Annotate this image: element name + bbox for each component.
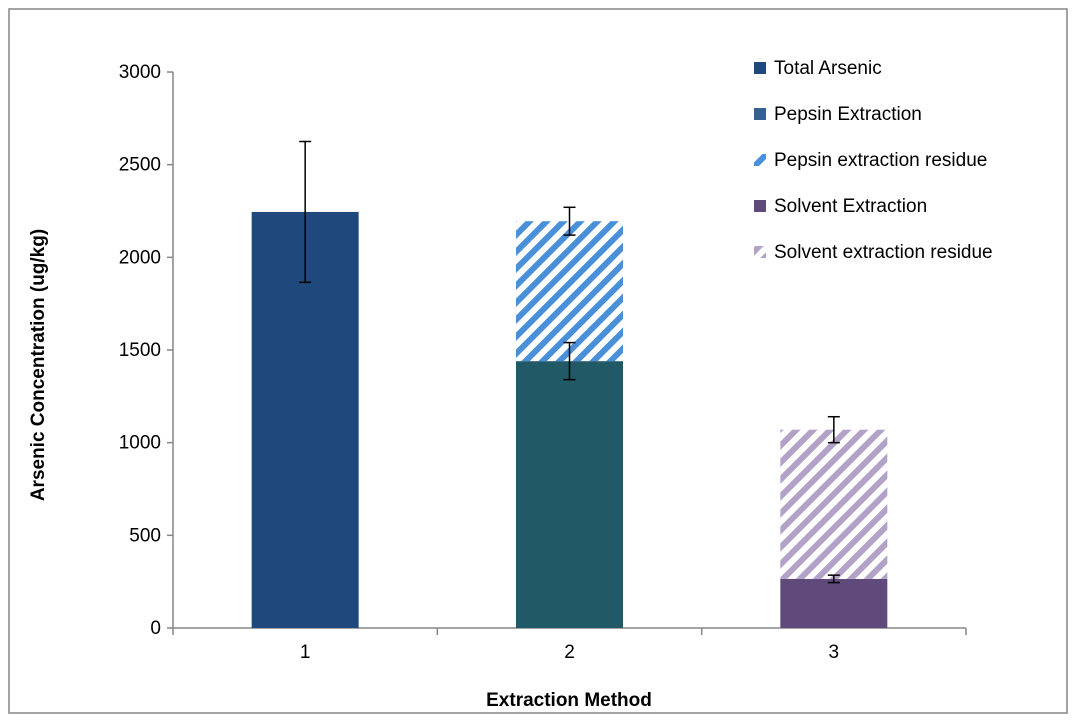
y-tick-label: 1000 — [119, 433, 161, 454]
y-tick-label: 500 — [129, 525, 161, 546]
y-axis-title: Arsenic Concentration (ug/kg) — [28, 229, 49, 501]
bar-solvent-extraction — [780, 578, 888, 628]
legend-swatch — [754, 246, 766, 258]
y-tick-label: 1500 — [119, 340, 161, 361]
y-tick-label: 2000 — [119, 247, 161, 268]
legend-label: Pepsin extraction residue — [774, 150, 987, 171]
legend-label: Solvent extraction residue — [774, 242, 993, 263]
legend-swatch — [754, 62, 766, 74]
x-axis-title: Extraction Method — [486, 690, 652, 711]
bar-pepsin-extraction — [516, 361, 623, 628]
legend-label: Total Arsenic — [774, 58, 882, 79]
x-tick-label: 1 — [300, 642, 311, 663]
legend-label: Solvent Extraction — [774, 196, 927, 217]
error-bars — [299, 140, 840, 584]
y-tick-label: 0 — [150, 618, 161, 639]
y-tick-label: 3000 — [119, 62, 161, 83]
x-tick-label: 3 — [829, 642, 840, 663]
bar-pepsin-extraction-residue — [516, 221, 623, 362]
legend: Total Arsenic Pepsin Extraction Pepsin ext… — [754, 58, 993, 263]
legend-swatch — [754, 200, 766, 212]
y-tick-label: 2500 — [119, 155, 161, 176]
bar-solvent-extraction-residue — [780, 429, 888, 579]
legend-swatch — [754, 108, 766, 120]
x-tick-label: 2 — [564, 642, 575, 663]
bars — [251, 211, 888, 628]
legend-label: Pepsin Extraction — [774, 104, 922, 125]
y-axis: 0 500 1000 1500 2000 2500 3000 — [119, 62, 174, 639]
legend-swatch — [754, 154, 766, 166]
